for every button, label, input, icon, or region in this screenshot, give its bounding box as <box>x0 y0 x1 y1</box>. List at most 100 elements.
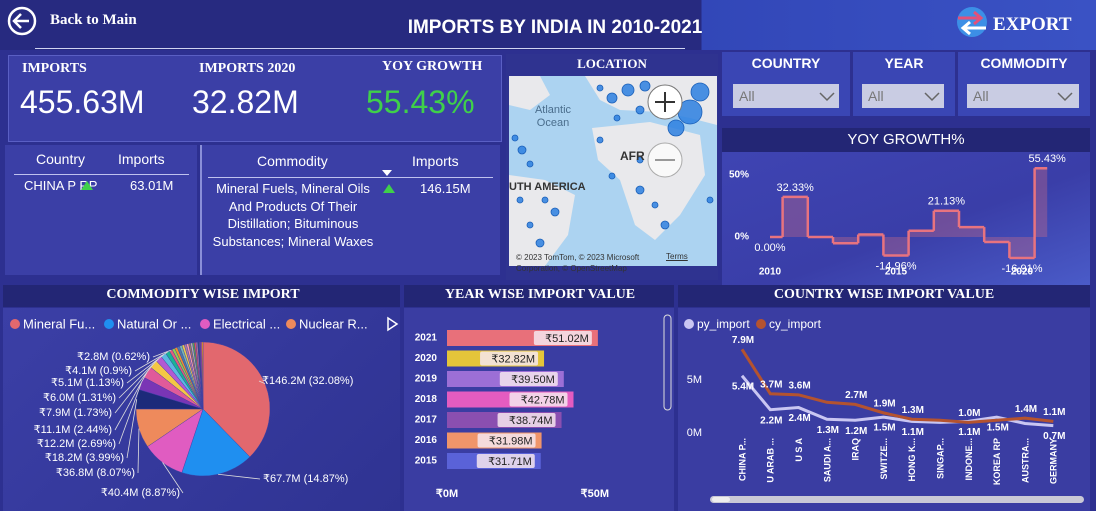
data-label: 1.1M <box>958 427 980 438</box>
x-tick-label: ₹50M <box>581 488 609 500</box>
chevron <box>819 92 835 102</box>
table-cell: CHINA P RP <box>24 178 98 193</box>
legend-marker <box>10 319 20 329</box>
x-tick-label: SAUDI A... <box>822 438 832 482</box>
x-tick-label: IRAQ <box>851 438 861 461</box>
scroll-thumb[interactable] <box>712 497 730 502</box>
map-terms[interactable]: Terms <box>666 252 688 261</box>
back-icon[interactable] <box>7 6 37 36</box>
kpi-value: 55.43% <box>366 84 475 120</box>
data-label: 1.1M <box>1043 407 1065 418</box>
kpi-label: IMPORTS 2020 <box>199 61 296 76</box>
legend-label: Nuclear R... <box>299 316 368 331</box>
x-tick-label: 2010 <box>759 267 782 278</box>
data-label: 3.7M <box>760 379 782 390</box>
legend-marker <box>200 319 210 329</box>
map-label: UTH AMERICA <box>509 181 586 193</box>
data-label: ₹67.7M (14.87%) <box>263 473 348 485</box>
data-label: 5.4M <box>732 381 754 392</box>
map-attribution: © 2023 TomTom, © 2023 Microsoft Corporat… <box>516 253 640 273</box>
back-link[interactable]: Back to Main <box>50 12 137 28</box>
data-label: ₹146.2M (32.08%) <box>262 375 353 387</box>
y-tick-label: 2018 <box>415 394 438 405</box>
data-label: ₹42.78M <box>521 394 565 406</box>
data-label: 1.9M <box>873 399 895 410</box>
sort-icon[interactable] <box>382 170 392 176</box>
data-label: ₹39.50M <box>511 374 555 386</box>
step-area <box>933 210 959 237</box>
data-label: -14.96% <box>876 260 917 272</box>
data-label: ₹31.98M <box>489 435 533 447</box>
section-bar <box>404 285 674 307</box>
header-bar <box>0 0 1096 50</box>
header-rule <box>208 177 493 178</box>
chevron <box>1057 92 1073 102</box>
leader-line <box>258 380 266 385</box>
data-label: ₹2.8M (0.62%) <box>77 351 150 363</box>
chart-title: YOY GROWTH% <box>847 131 964 148</box>
section-bar <box>3 285 400 307</box>
header-rule <box>35 48 685 49</box>
data-label: 2.4M <box>788 413 810 424</box>
leader-line <box>126 354 164 384</box>
data-label: 3.6M <box>788 380 810 391</box>
table-cell: 146.15M <box>420 181 471 196</box>
step-area <box>782 196 808 237</box>
step-area <box>833 237 859 244</box>
step-area <box>883 237 909 256</box>
export-arrow <box>958 10 984 26</box>
column-header: Imports <box>412 153 459 169</box>
y-tick-label: 2015 <box>415 456 438 467</box>
chevron <box>924 92 940 102</box>
commodity-table <box>200 145 500 275</box>
data-label: 1.5M <box>987 423 1009 434</box>
legend-marker <box>104 319 114 329</box>
column-header: Commodity <box>257 153 328 169</box>
export-button[interactable]: EXPORT <box>993 14 1072 35</box>
data-label: ₹6.0M (1.31%) <box>43 392 116 404</box>
scrollbar[interactable] <box>710 496 1084 503</box>
step-area <box>1009 237 1035 258</box>
leader-line <box>218 473 261 480</box>
slicer-dropdown[interactable]: All <box>733 84 839 108</box>
data-label: 55.43% <box>1029 153 1067 165</box>
data-label: 32.33% <box>777 182 815 194</box>
scrollbar[interactable] <box>663 314 672 411</box>
kpi-label: IMPORTS <box>22 61 87 76</box>
x-tick-label: ₹0M <box>436 488 458 500</box>
data-label: ₹7.9M (1.73%) <box>39 407 112 419</box>
leader-line <box>118 358 159 399</box>
data-label: ₹40.4M (8.87%) <box>101 487 180 499</box>
chart-title: COUNTRY WISE IMPORT VALUE <box>774 287 994 302</box>
data-label: ₹36.8M (8.07%) <box>56 467 135 479</box>
map-land <box>509 175 575 266</box>
step-area <box>1034 168 1048 237</box>
data-label: -16.91% <box>1002 263 1043 275</box>
data-label: ₹11.1M (2.44%) <box>34 424 112 436</box>
leader-line <box>114 371 148 431</box>
data-label: 0.00% <box>754 242 785 254</box>
legend-label: cy_import <box>769 317 822 331</box>
leader-line <box>134 351 168 372</box>
kpi-value: 455.63M <box>20 84 145 120</box>
pie-slice <box>202 341 271 458</box>
legend-next[interactable] <box>387 316 399 332</box>
data-label: 1.0M <box>958 408 980 419</box>
x-tick-label: CHINA P... <box>737 438 747 481</box>
section-bar <box>678 285 1090 307</box>
slicer-dropdown[interactable]: All <box>862 84 944 108</box>
data-label: 1.3M <box>817 425 839 436</box>
leader-line <box>114 363 154 414</box>
label-box <box>476 454 535 468</box>
legend-label: py_import <box>697 317 750 331</box>
kpi-panel <box>8 55 502 142</box>
label-box <box>497 413 556 427</box>
data-label: 1.4M <box>1015 404 1037 415</box>
step-area <box>959 227 985 237</box>
data-label: ₹12.2M (2.69%) <box>37 438 116 450</box>
x-tick-label: U S A <box>794 438 804 462</box>
kpi-label: YOY GROWTH <box>382 59 483 74</box>
data-label: ₹5.1M (1.13%) <box>51 377 124 389</box>
legend-marker <box>684 319 694 329</box>
